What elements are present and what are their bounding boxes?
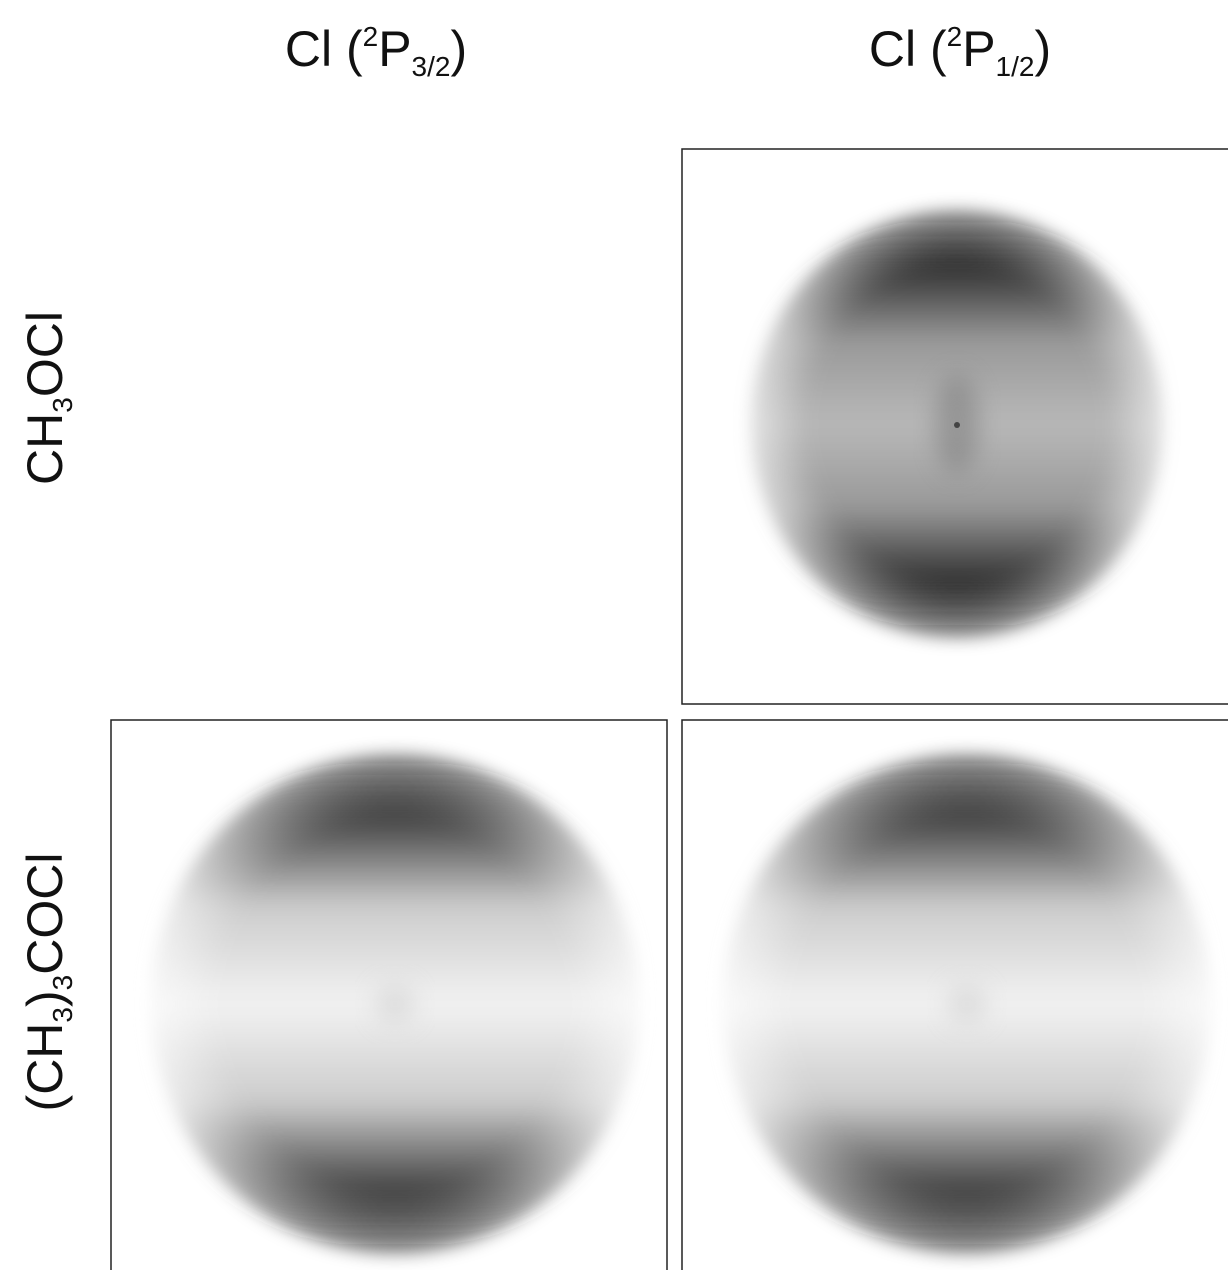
- center-dot: [954, 422, 960, 428]
- column-header: Cl (2P1/2): [869, 21, 1051, 82]
- image-center: [947, 984, 987, 1024]
- image-panel: [681, 719, 1228, 1270]
- column-headers: Cl (2P3/2) Cl (2P1/2): [285, 21, 1051, 82]
- image-panel: [110, 719, 668, 1270]
- row-label: (CH3)3COCl: [17, 853, 78, 1112]
- row-labels: CH3OCl (CH3)3COCl: [17, 311, 78, 1111]
- image-panel: [681, 148, 1228, 705]
- row-label: CH3OCl: [17, 311, 78, 485]
- column-header: Cl (2P3/2): [285, 21, 467, 82]
- image-center: [375, 984, 415, 1024]
